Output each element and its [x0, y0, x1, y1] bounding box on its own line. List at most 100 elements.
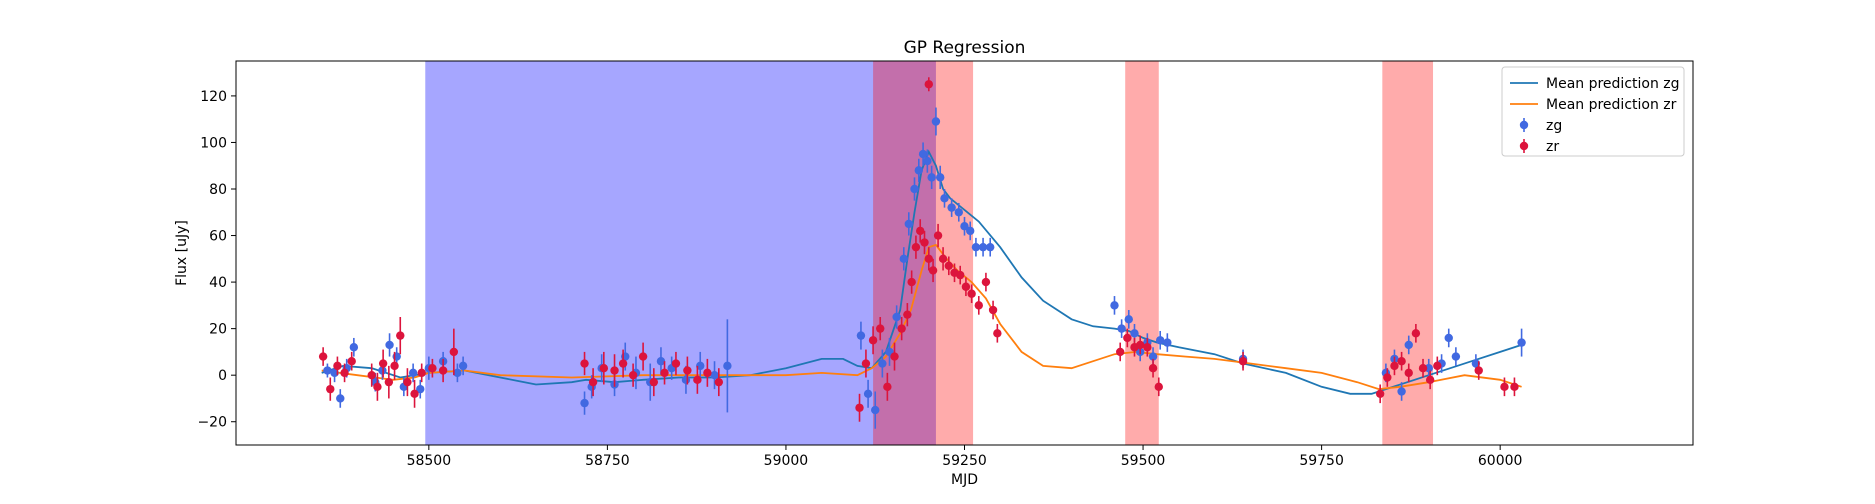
data-point	[703, 368, 712, 378]
data-point	[340, 368, 349, 378]
data-point	[978, 242, 988, 252]
data-point	[580, 398, 589, 408]
legend-label: Mean prediction zr	[1546, 97, 1677, 113]
legend: Mean prediction zg Mean prediction zr zg zr	[1501, 66, 1685, 157]
y-tick-label: −20	[197, 415, 227, 431]
data-point	[1154, 382, 1163, 392]
data-point	[453, 368, 462, 378]
data-point	[899, 254, 908, 264]
y-axis-ticks: −20 0 20 40 60 80 100 120	[197, 89, 236, 431]
data-point	[347, 357, 356, 366]
data-point	[714, 377, 724, 387]
legend-label: zg	[1546, 118, 1562, 134]
data-point	[681, 375, 691, 385]
data-point	[855, 403, 864, 412]
data-point	[967, 289, 976, 298]
data-point	[1124, 315, 1133, 324]
data-point	[410, 389, 419, 398]
data-point	[1123, 333, 1132, 343]
data-point	[628, 370, 638, 380]
x-tick-label: 59500	[1121, 453, 1166, 469]
data-point	[416, 384, 425, 394]
data-point	[396, 331, 405, 340]
data-point	[428, 364, 437, 373]
data-point	[892, 312, 901, 322]
data-point	[373, 382, 382, 392]
data-point	[878, 359, 887, 368]
shaded-regions	[425, 61, 1434, 445]
data-point	[326, 384, 335, 394]
data-point	[868, 336, 878, 345]
data-point	[861, 359, 871, 368]
data-point	[323, 366, 332, 375]
data-point	[1375, 389, 1385, 398]
x-tick-label: 59750	[1299, 453, 1344, 469]
data-point	[1390, 361, 1399, 371]
data-point	[1115, 347, 1125, 357]
data-point	[897, 324, 906, 333]
x-tick-label: 60000	[1478, 453, 1523, 469]
shaded-region	[1382, 61, 1434, 445]
data-point	[947, 203, 956, 212]
data-point	[966, 226, 975, 236]
x-tick-label: 58750	[585, 453, 630, 469]
data-point	[384, 377, 394, 387]
shaded-region	[873, 61, 974, 445]
data-point	[928, 266, 938, 275]
data-point	[944, 261, 953, 270]
data-point	[923, 156, 932, 166]
data-point	[349, 343, 359, 352]
data-point	[927, 173, 936, 182]
data-point	[656, 357, 666, 366]
data-point	[403, 377, 412, 387]
data-point	[1110, 301, 1119, 310]
data-point	[940, 194, 949, 203]
data-point	[618, 359, 628, 368]
data-point	[1397, 357, 1406, 366]
data-point	[1238, 357, 1248, 366]
data-point	[367, 370, 376, 380]
data-point	[580, 359, 589, 368]
data-point	[1404, 340, 1413, 350]
y-tick-label: 20	[209, 322, 227, 338]
data-point	[914, 166, 923, 175]
data-point	[988, 305, 998, 315]
x-tick-label: 59000	[764, 453, 809, 469]
data-point	[318, 352, 328, 361]
data-point	[920, 238, 929, 247]
chart-title: GP Regression	[904, 38, 1026, 58]
data-point	[1517, 338, 1526, 347]
data-point	[417, 368, 426, 378]
data-point	[1148, 352, 1158, 361]
data-point	[871, 405, 880, 415]
data-point	[883, 382, 892, 392]
data-point	[1117, 324, 1126, 333]
data-point	[993, 329, 1002, 338]
data-point	[1143, 343, 1152, 352]
data-point	[438, 366, 448, 375]
data-point	[1163, 338, 1172, 347]
series-line	[321, 243, 1522, 391]
data-point	[918, 149, 928, 159]
data-point	[916, 226, 925, 236]
data-point	[378, 359, 388, 368]
data-point	[876, 324, 885, 333]
x-tick-label: 59250	[942, 453, 987, 469]
data-point	[933, 231, 943, 240]
data-point	[1148, 364, 1158, 373]
y-axis-label: Flux [uJy]	[174, 220, 190, 286]
data-point	[671, 359, 681, 368]
data-point	[683, 366, 692, 375]
legend-marker-swatch	[1519, 120, 1529, 130]
y-tick-label: 120	[200, 89, 227, 105]
data-point	[1383, 373, 1392, 382]
data-point	[693, 375, 702, 385]
data-point	[938, 254, 948, 264]
data-point	[649, 377, 659, 387]
legend-box	[1501, 66, 1685, 157]
data-point	[856, 331, 866, 340]
data-point	[1418, 364, 1428, 373]
x-axis-label: MJD	[951, 472, 978, 488]
data-point	[956, 270, 965, 280]
data-point	[408, 368, 418, 378]
